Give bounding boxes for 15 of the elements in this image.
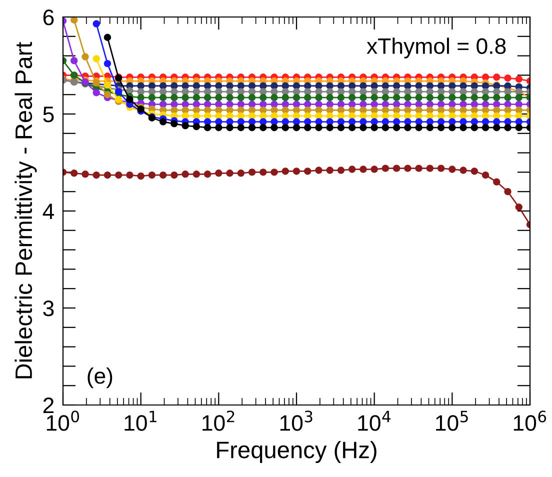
x-tick-label: 10$^{1}$ — [124, 410, 156, 431]
y-tick-label: 2 — [43, 398, 54, 414]
x-tick-label: 10$^{5}$ — [436, 410, 468, 431]
x-tick-label: 10$^{6}$ — [514, 410, 546, 431]
y-tick-label: 5 — [43, 106, 54, 122]
y-tick-label: 4 — [42, 204, 54, 220]
annotation: (e) — [88, 367, 112, 388]
y-tick-label: 6 — [43, 10, 54, 26]
x-tick-label: 10$^{2}$ — [202, 410, 234, 431]
y-tick-label: 3 — [43, 300, 54, 316]
x-tick-label: 10$^{3}$ — [280, 410, 312, 431]
y-axis-title: Dielectric Permittivity - Real Part — [14, 42, 37, 378]
x-axis-title: Frequency (Hz) — [217, 440, 376, 464]
x-tick-label: 10$^{4}$ — [358, 410, 391, 431]
annotation: xThymol = 0.8 — [366, 38, 506, 58]
